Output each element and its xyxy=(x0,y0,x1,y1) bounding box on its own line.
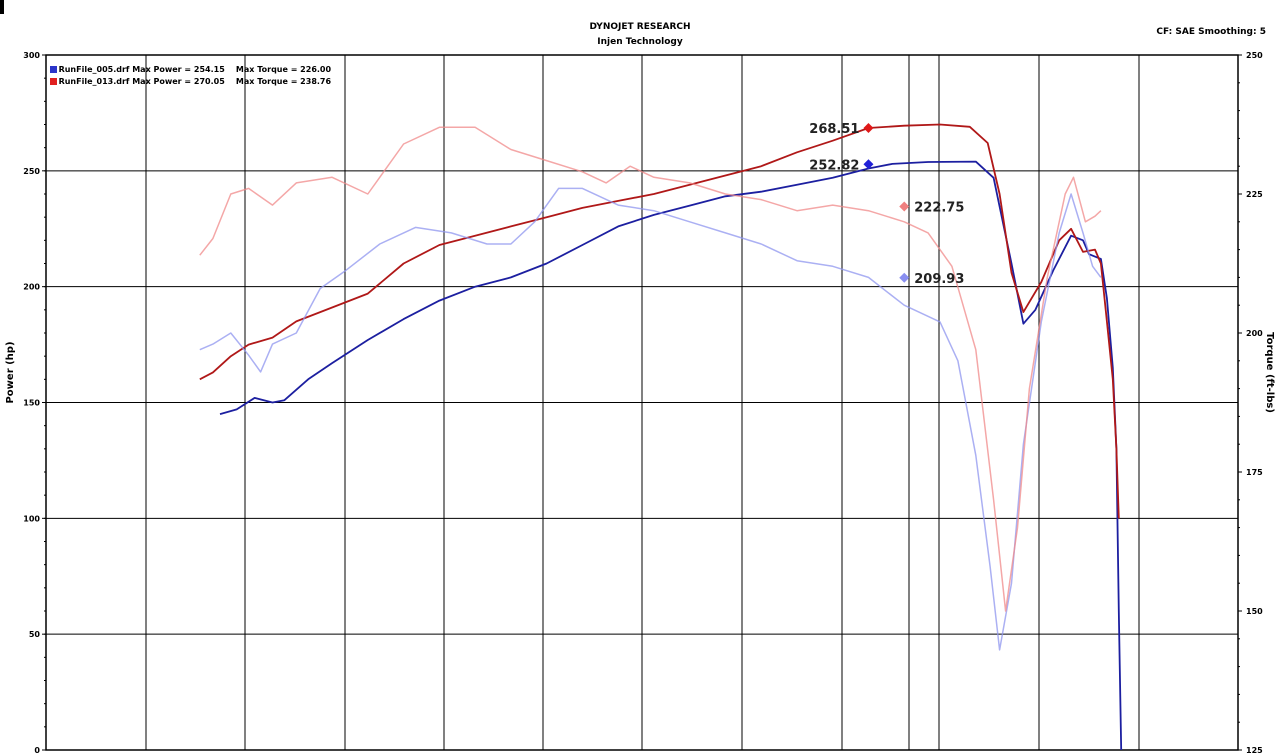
y2-tick-label: 175 xyxy=(1246,468,1263,477)
legend-max-power: Max Power = 270.05 xyxy=(132,77,225,86)
y-axis-title: Power (hp) xyxy=(5,341,16,403)
annotation-label: 222.75 xyxy=(914,201,964,216)
series-line-power_005 xyxy=(219,160,1123,751)
annotation-marker xyxy=(899,201,910,212)
legend-entry-runfile-013: RunFile_013.drf Max Power = 270.05 Max T… xyxy=(44,68,331,86)
legend-file: RunFile_013.drf xyxy=(58,77,130,86)
chart-subtitle: Injen Technology xyxy=(597,37,683,47)
annotation-label: 268.51 xyxy=(809,122,859,137)
y-tick-label: 0 xyxy=(34,746,40,755)
y-tick-label: 100 xyxy=(23,514,40,523)
annotation-marker xyxy=(863,159,874,170)
y-tick-label: 300 xyxy=(23,51,40,60)
y2-tick-label: 125 xyxy=(1246,746,1263,755)
series-line-torque_013 xyxy=(199,126,1102,612)
settings-label: CF: SAE Smoothing: 5 xyxy=(1156,27,1266,37)
y2-tick-label: 200 xyxy=(1246,329,1263,338)
chart-title: DYNOJET RESEARCH xyxy=(589,22,691,32)
corner-marker xyxy=(0,0,4,14)
legend-file: RunFile_005.drf xyxy=(58,65,130,74)
legend-max-torque: Max Torque = 226.00 xyxy=(235,65,332,74)
y2-tick-label: 250 xyxy=(1246,51,1263,60)
legend-max-power: Max Power = 254.15 xyxy=(132,65,225,74)
annotation-label: 209.93 xyxy=(914,272,964,287)
legend-max-torque: Max Torque = 238.76 xyxy=(235,77,332,86)
y2-tick-label: 225 xyxy=(1246,190,1263,199)
y-tick-label: 200 xyxy=(23,283,40,292)
y-tick-label: 50 xyxy=(29,630,41,639)
series-line-power_013 xyxy=(199,123,1120,519)
legend-entry-runfile-005: RunFile_005.drf Max Power = 254.15 Max T… xyxy=(44,56,331,74)
y2-axis-title: Torque (ft-lbs) xyxy=(1264,332,1275,413)
y-tick-label: 150 xyxy=(23,399,40,408)
annotation-label: 252.82 xyxy=(809,158,859,173)
y-tick-label: 250 xyxy=(23,167,40,176)
legend-swatch xyxy=(49,78,57,85)
legend-swatch xyxy=(49,66,57,73)
series-line-torque_005 xyxy=(199,187,1102,651)
annotation-marker xyxy=(863,122,874,133)
annotation-marker xyxy=(899,272,910,283)
y2-tick-label: 150 xyxy=(1246,607,1263,616)
